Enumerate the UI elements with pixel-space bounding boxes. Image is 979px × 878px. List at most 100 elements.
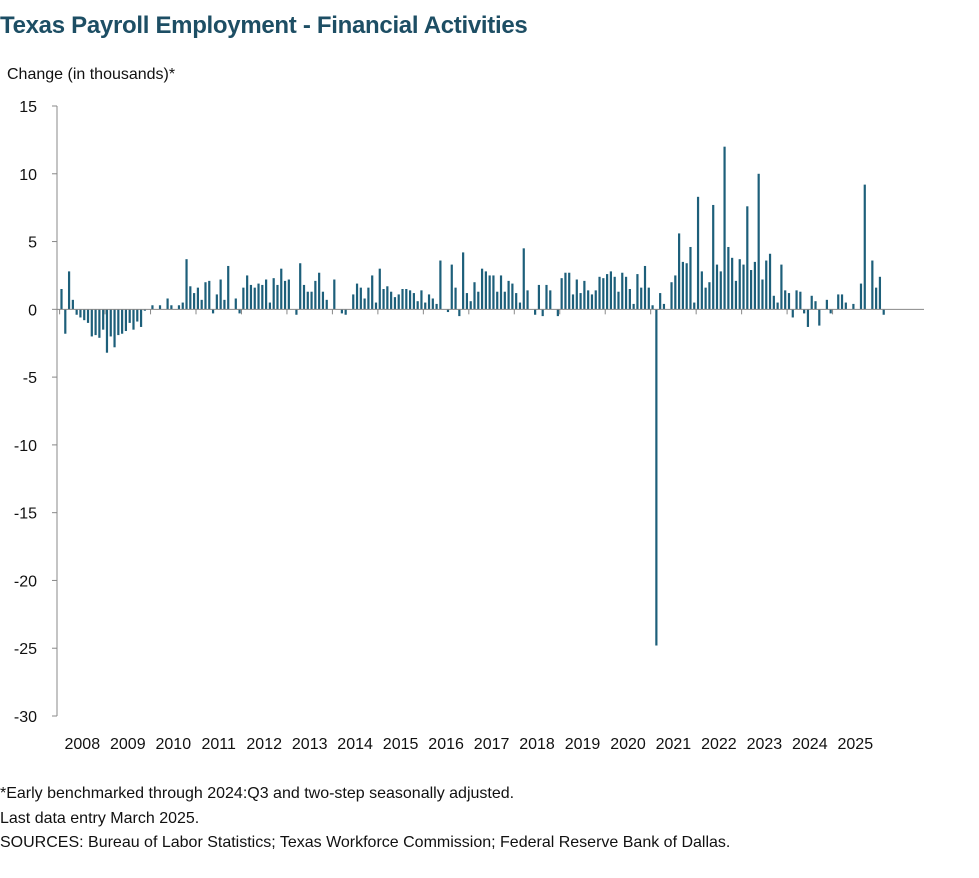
bar (128, 309, 131, 323)
x-tick-label: 2024 (792, 736, 828, 753)
bar (416, 301, 419, 310)
bar (882, 309, 885, 315)
bar (287, 279, 290, 310)
bar (469, 301, 472, 310)
bar (723, 146, 726, 310)
bar (863, 184, 866, 310)
bar (840, 294, 844, 310)
bar (185, 259, 188, 310)
bar (253, 287, 256, 310)
x-tick-label: 2009 (110, 736, 146, 753)
bar (878, 276, 882, 310)
bar (499, 275, 503, 310)
bar (272, 278, 275, 310)
footnote-last-entry: Last data entry March 2025. (0, 809, 200, 827)
bar (143, 309, 146, 311)
bar (102, 309, 105, 330)
bar (715, 264, 719, 310)
bar (151, 305, 154, 310)
bar (526, 290, 529, 310)
bar (94, 309, 97, 336)
bar (791, 309, 794, 318)
y-tick-label: -25 (14, 641, 37, 658)
bar (674, 275, 677, 310)
bar (386, 286, 389, 310)
bar (795, 290, 798, 310)
bar (768, 253, 772, 310)
bar (590, 294, 594, 310)
x-tick-label: 2012 (246, 736, 282, 753)
bar (325, 299, 328, 310)
bar (98, 309, 101, 338)
x-axis: 2008 2009 2010 2011 2012 2013 2014 2015 2016 2017… (57, 308, 924, 753)
bar (473, 282, 476, 310)
x-tick-label: 2010 (156, 736, 192, 753)
bar (750, 270, 753, 310)
x-tick-label: 2025 (838, 736, 874, 753)
bar (503, 291, 506, 310)
bar (704, 287, 707, 310)
bar (480, 268, 484, 310)
bar (408, 290, 412, 310)
x-tick-label: 2011 (201, 736, 236, 753)
bar (556, 309, 559, 317)
bar (454, 287, 457, 310)
bar (814, 301, 817, 310)
bar (181, 302, 184, 310)
bar (488, 275, 491, 310)
x-tick-label: 2019 (565, 736, 601, 753)
bar (643, 265, 647, 310)
bar (446, 309, 450, 313)
bar (575, 279, 578, 310)
x-tick-label: 2017 (474, 736, 510, 753)
bar (109, 309, 112, 337)
footnote-benchmark: *Early benchmarked through 2024:Q3 and t… (0, 785, 515, 802)
bar (393, 297, 397, 310)
bar (397, 294, 400, 310)
y-tick-label: 0 (28, 302, 37, 319)
bar (211, 309, 215, 314)
bar (401, 289, 404, 310)
bar (871, 260, 874, 310)
bar (628, 289, 631, 310)
bar (390, 291, 393, 310)
bar (784, 290, 787, 310)
bar (64, 309, 67, 334)
bar (787, 293, 791, 310)
bar (571, 294, 575, 310)
bar (268, 302, 271, 310)
bar (374, 302, 378, 310)
bar (678, 233, 681, 310)
chart-title: Texas Payroll Employment - Financial Act… (0, 12, 528, 39)
bar (651, 305, 654, 310)
bar (382, 289, 385, 310)
bar (507, 280, 510, 310)
bar (806, 309, 810, 327)
bar (340, 309, 343, 314)
bar (659, 293, 662, 310)
bar (606, 274, 609, 310)
bar (299, 263, 302, 310)
bar (431, 298, 434, 310)
bar (776, 302, 779, 310)
bar (875, 287, 878, 310)
bar (321, 291, 325, 310)
bar (121, 309, 124, 334)
bar (765, 260, 768, 310)
bar (780, 264, 783, 310)
bar (753, 261, 756, 310)
bar (852, 303, 855, 310)
bar (681, 261, 684, 310)
bar (367, 287, 370, 310)
bar (818, 309, 821, 326)
bar (568, 272, 571, 310)
bar (238, 309, 241, 314)
bar (549, 290, 552, 310)
bar (249, 284, 253, 310)
bar (810, 295, 813, 310)
bar (420, 290, 423, 310)
bar (859, 283, 863, 310)
bar (405, 289, 408, 310)
bars (60, 146, 885, 646)
bar (352, 294, 355, 310)
